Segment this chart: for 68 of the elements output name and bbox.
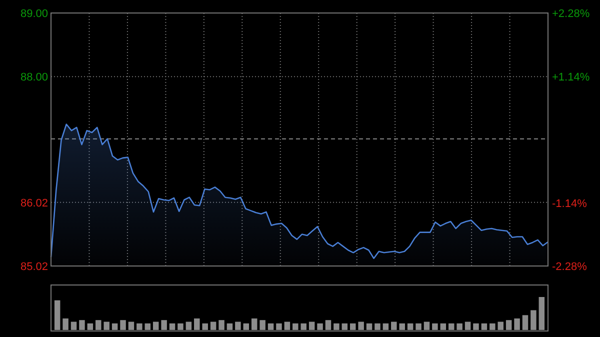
bar	[374, 323, 380, 330]
bar	[292, 323, 298, 330]
bar	[514, 318, 520, 330]
bar	[432, 323, 438, 330]
bar	[62, 318, 68, 330]
y-tick-label: 86.02	[20, 197, 48, 210]
bar	[334, 323, 340, 330]
bar	[416, 323, 422, 330]
bar	[276, 323, 282, 330]
bar	[391, 322, 397, 330]
bar	[178, 323, 184, 330]
bar	[87, 323, 94, 330]
y2-tick-label: -1.14%	[552, 198, 588, 210]
bar	[169, 323, 176, 330]
bar	[399, 323, 405, 330]
bar	[506, 320, 512, 330]
y2-tick-label: +2.28%	[552, 8, 590, 20]
bar	[382, 323, 389, 330]
bar	[481, 323, 488, 330]
bar	[522, 315, 528, 330]
bar	[226, 323, 233, 330]
bar	[194, 318, 200, 330]
bar	[317, 323, 323, 330]
bar	[251, 318, 258, 330]
bar	[161, 320, 167, 330]
bar	[448, 323, 454, 330]
bar	[128, 322, 134, 330]
bar	[104, 322, 110, 330]
bar	[473, 323, 479, 330]
bar	[342, 323, 348, 330]
bar	[498, 322, 504, 330]
bar	[366, 323, 372, 330]
bar	[235, 322, 241, 330]
bar	[210, 322, 216, 330]
bar	[120, 320, 126, 330]
y-tick-label: 89.00	[20, 8, 48, 20]
y-tick-label: 85.02	[20, 261, 48, 273]
bar	[440, 323, 446, 330]
bar	[530, 310, 536, 330]
bar	[424, 322, 430, 330]
y2-tick-label: -2.28%	[552, 261, 588, 273]
bar	[268, 323, 274, 330]
bar	[407, 323, 414, 330]
bar	[136, 323, 142, 330]
bar	[538, 297, 545, 330]
bar	[243, 323, 250, 330]
bar	[186, 322, 192, 330]
bar	[308, 322, 315, 330]
bar	[260, 320, 266, 330]
bar	[284, 322, 290, 330]
bar	[54, 300, 60, 330]
bar	[464, 322, 471, 330]
bar	[456, 323, 462, 330]
bar	[490, 323, 496, 330]
bar	[202, 323, 208, 330]
y2-tick-label: +1.14%	[552, 71, 590, 84]
bar	[350, 323, 356, 330]
y-tick-label: 88.00	[20, 72, 48, 84]
bar	[96, 320, 102, 330]
bar	[152, 322, 159, 330]
bar	[144, 323, 151, 330]
bar	[70, 322, 77, 330]
bar	[325, 320, 332, 330]
bar	[218, 320, 224, 330]
bar	[358, 322, 364, 330]
bar	[79, 320, 85, 330]
bar	[112, 323, 118, 330]
bar	[300, 323, 306, 330]
